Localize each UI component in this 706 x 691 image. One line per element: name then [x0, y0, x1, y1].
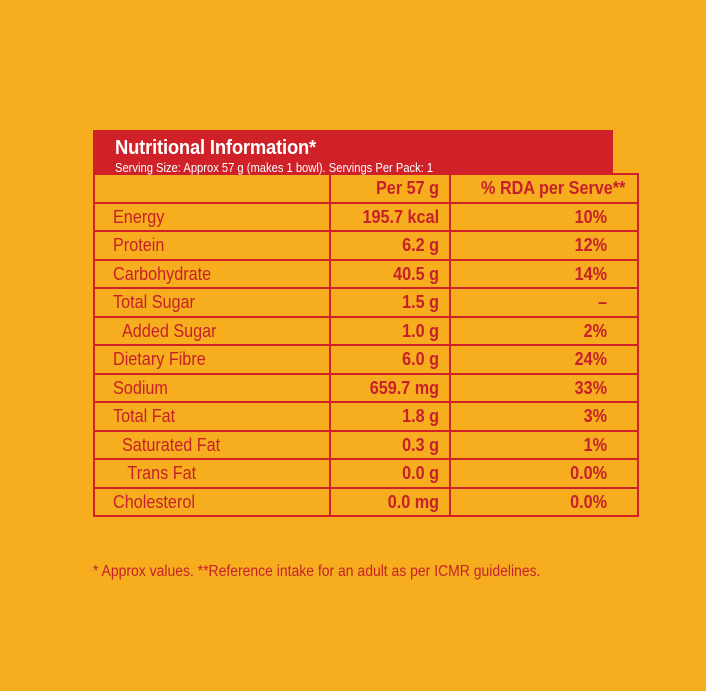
- nutrient-rda: 0.0%: [449, 486, 639, 517]
- nutrient-amount: 40.5 g: [329, 258, 451, 289]
- table-row: Energy 195.7 kcal 10%: [93, 201, 639, 232]
- nutrient-name: Cholesterol: [93, 486, 331, 517]
- nutrient-amount: 6.2 g: [329, 230, 451, 261]
- nutrient-name: Sodium: [93, 372, 331, 403]
- nutrient-amount: 1.5 g: [329, 287, 451, 318]
- nutrient-amount: 6.0 g: [329, 344, 451, 375]
- column-header-nutrient: [93, 173, 331, 204]
- table-row: Dietary Fibre 6.0 g 24%: [93, 344, 639, 375]
- nutrient-rda: 2%: [449, 315, 639, 346]
- table-row: Cholesterol 0.0 mg 0.0%: [93, 486, 639, 517]
- nutrition-header: Nutritional Information* Serving Size: A…: [93, 130, 613, 175]
- nutrient-name: Dietary Fibre: [93, 344, 331, 375]
- nutrition-panel: Nutritional Information* Serving Size: A…: [93, 130, 639, 517]
- nutrient-amount: 1.0 g: [329, 315, 451, 346]
- nutrient-name: Total Sugar: [93, 287, 331, 318]
- nutrient-rda: 14%: [449, 258, 639, 289]
- nutrient-rda: 3%: [449, 401, 639, 432]
- nutrition-title: Nutritional Information*: [115, 137, 317, 159]
- nutrient-rda: 1%: [449, 429, 639, 460]
- nutrient-name: Protein: [93, 230, 331, 261]
- nutrient-name: Total Fat: [93, 401, 331, 432]
- nutrient-name: Energy: [93, 201, 331, 232]
- nutrient-amount: 195.7 kcal: [329, 201, 451, 232]
- column-header-rda: % RDA per Serve**: [449, 173, 639, 204]
- table-row: Trans Fat 0.0 g 0.0%: [93, 458, 639, 489]
- nutrient-amount: 0.0 g: [329, 458, 451, 489]
- table-row: Sodium 659.7 mg 33%: [93, 372, 639, 403]
- table-header-row: Per 57 g % RDA per Serve**: [93, 173, 639, 204]
- nutrient-name: Added Sugar: [93, 315, 331, 346]
- nutrient-rda: –: [449, 287, 639, 318]
- nutrient-name: Saturated Fat: [93, 429, 331, 460]
- nutrient-name: Trans Fat: [93, 458, 331, 489]
- nutrient-amount: 1.8 g: [329, 401, 451, 432]
- table-row: Saturated Fat 0.3 g 1%: [93, 429, 639, 460]
- column-header-per-serving: Per 57 g: [329, 173, 451, 204]
- nutrient-rda: 33%: [449, 372, 639, 403]
- nutrient-amount: 0.0 mg: [329, 486, 451, 517]
- table-row: Total Sugar 1.5 g –: [93, 287, 639, 318]
- nutrient-name: Carbohydrate: [93, 258, 331, 289]
- footnote: * Approx values. **Reference intake for …: [93, 563, 541, 580]
- nutrient-amount: 659.7 mg: [329, 372, 451, 403]
- table-row: Protein 6.2 g 12%: [93, 230, 639, 261]
- table-row: Carbohydrate 40.5 g 14%: [93, 258, 639, 289]
- nutrition-table: Per 57 g % RDA per Serve** Energy 195.7 …: [93, 173, 639, 517]
- nutrient-rda: 12%: [449, 230, 639, 261]
- nutrient-rda: 24%: [449, 344, 639, 375]
- nutrient-amount: 0.3 g: [329, 429, 451, 460]
- nutrient-rda: 10%: [449, 201, 639, 232]
- nutrient-rda: 0.0%: [449, 458, 639, 489]
- serving-size-text: Serving Size: Approx 57 g (makes 1 bowl)…: [115, 160, 434, 175]
- table-row: Added Sugar 1.0 g 2%: [93, 315, 639, 346]
- table-row: Total Fat 1.8 g 3%: [93, 401, 639, 432]
